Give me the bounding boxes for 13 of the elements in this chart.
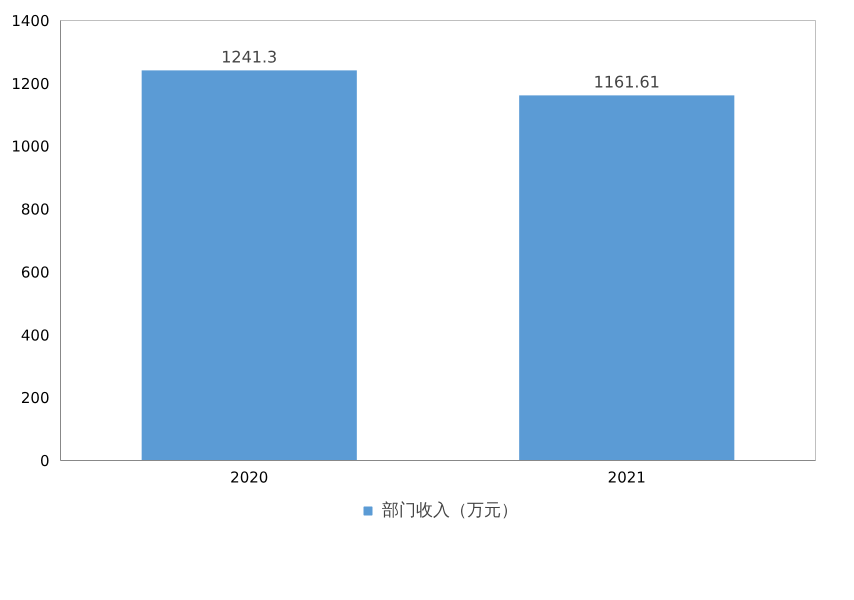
legend-label: 部门收入（万元） <box>382 500 518 522</box>
y-tick-label: 1000 <box>11 138 50 156</box>
y-tick-label: 800 <box>20 200 50 219</box>
x-tick-label: 2021 <box>608 468 646 486</box>
x-tick-label: 2020 <box>230 468 268 486</box>
y-tick-label: 600 <box>20 263 50 282</box>
y-tick-label: 400 <box>20 326 50 344</box>
y-tick-label: 1200 <box>11 74 50 93</box>
y-tick-label: 1400 <box>11 12 50 30</box>
y-tick-label: 0 <box>40 452 50 470</box>
data-label: 1241.3 <box>221 47 278 66</box>
data-label: 1161.61 <box>594 72 660 92</box>
y-tick-label: 200 <box>20 389 50 408</box>
